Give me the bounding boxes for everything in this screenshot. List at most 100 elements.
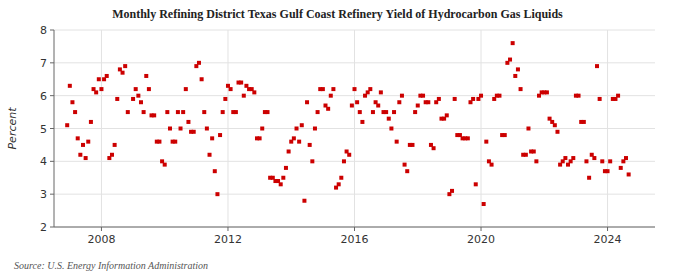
x-tick [227,227,228,231]
point [384,110,388,114]
point [115,97,119,101]
point [173,140,177,144]
point [511,41,515,45]
point [389,127,393,131]
x-grid-line [481,30,482,227]
point [379,90,383,94]
x-tick [481,227,482,231]
point [266,110,270,114]
x-tick [101,227,102,231]
point [421,94,425,98]
point [281,176,285,180]
point [73,110,77,114]
x-grid-line [607,30,608,227]
point [516,67,520,71]
point [208,153,212,157]
point [616,94,620,98]
point [86,140,90,144]
point [497,94,501,98]
point [179,127,183,131]
x-grid-line [354,30,355,227]
point [89,120,93,124]
point [144,74,148,78]
x-tick-label: 2008 [87,233,115,246]
x-tick [354,227,355,231]
point [186,120,190,124]
point [279,182,283,186]
point [587,176,591,180]
point [400,94,404,98]
point [157,140,161,144]
point [192,130,196,134]
point [598,97,602,101]
point [300,123,304,127]
source-note: Source: U.S. Energy Information Administ… [14,260,208,271]
point [284,166,288,170]
y-tick [50,194,54,195]
grid [54,30,655,227]
point [326,107,330,111]
point [223,97,227,101]
point [292,136,296,140]
point [97,77,101,81]
point [308,143,312,147]
point [131,97,135,101]
point [168,127,172,131]
point [205,127,209,131]
point [582,120,586,124]
x-tick [607,227,608,231]
point [508,58,512,62]
point [65,123,69,127]
point [297,140,301,144]
y-tick-label: 8 [40,24,47,37]
x-tick-label: 2016 [341,233,369,246]
point [479,94,483,98]
point [126,110,130,114]
point [555,130,559,134]
point [260,127,264,131]
y-tick [50,30,54,31]
point [136,94,140,98]
point [534,159,538,163]
x-grid-line [227,30,228,227]
point [215,192,219,196]
point [113,143,117,147]
point [313,127,317,131]
point [176,110,180,114]
point [437,97,441,101]
point [310,159,314,163]
background [0,0,675,275]
point [563,156,567,160]
point [368,87,372,91]
point [524,153,528,157]
point [242,94,246,98]
point [350,104,354,108]
point [321,87,325,91]
chart-container: 200820122016202020242345678Monthly Refin… [0,0,675,275]
point [627,172,631,176]
point [339,176,343,180]
point [403,163,407,167]
point [395,140,399,144]
point [99,87,103,91]
point [84,156,88,160]
point [239,81,243,85]
y-tick-label: 6 [40,90,47,103]
point [526,127,530,131]
point [600,159,604,163]
point [337,182,341,186]
point [139,100,143,104]
point [316,110,320,114]
point [624,156,628,160]
point [123,64,127,68]
point [70,100,74,104]
y-tick [50,62,54,63]
point [181,110,185,114]
point [584,159,588,163]
chart: 200820122016202020242345678Monthly Refin… [0,0,675,275]
point [229,87,233,91]
point [184,87,188,91]
y-tick-label: 4 [40,155,47,168]
point [416,104,420,108]
point [342,159,346,163]
